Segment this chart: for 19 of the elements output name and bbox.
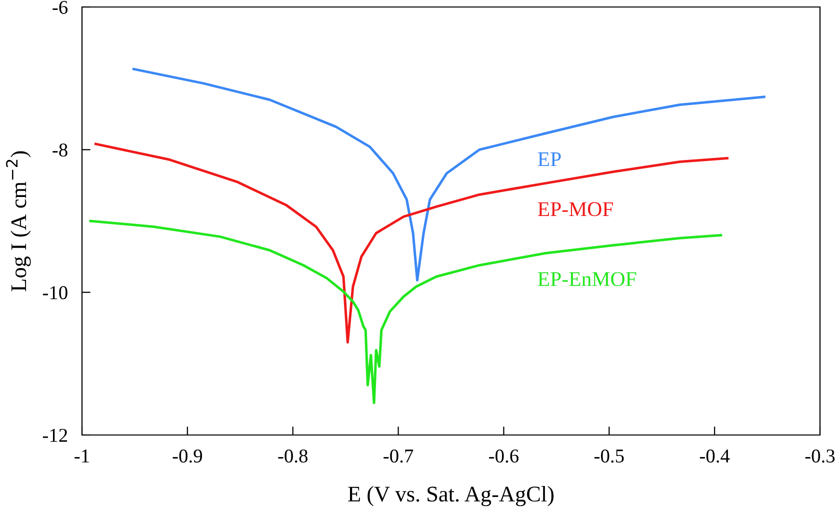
x-axis-title: E (V vs. Sat. Ag-AgCl) [348,486,554,506]
x-tick-label: -0.8 [278,449,308,463]
y-axis-title: Log I (A cm$^{−2}$) [6,151,31,292]
line-series [94,142,728,344]
series-label: EP-MOF [538,202,613,216]
x-tick-label: -0.7 [384,449,414,463]
x-tick-label: -0.6 [489,449,519,463]
line-series [89,220,722,404]
y-tick-label: -10 [42,286,68,300]
x-tick-label: -0.4 [700,449,730,463]
x-tick-label: -0.9 [172,449,202,463]
series-label: EP-EnMOF [538,272,636,286]
series-label: EP [538,152,561,166]
y-tick-label: -8 [52,143,68,157]
y-tick-label: -6 [52,0,68,14]
x-tick-label: -0.5 [594,449,624,463]
y-tick-label: -12 [42,428,68,442]
x-tick-label: -1 [74,450,89,462]
x-tick-label: -0.3 [805,449,835,463]
